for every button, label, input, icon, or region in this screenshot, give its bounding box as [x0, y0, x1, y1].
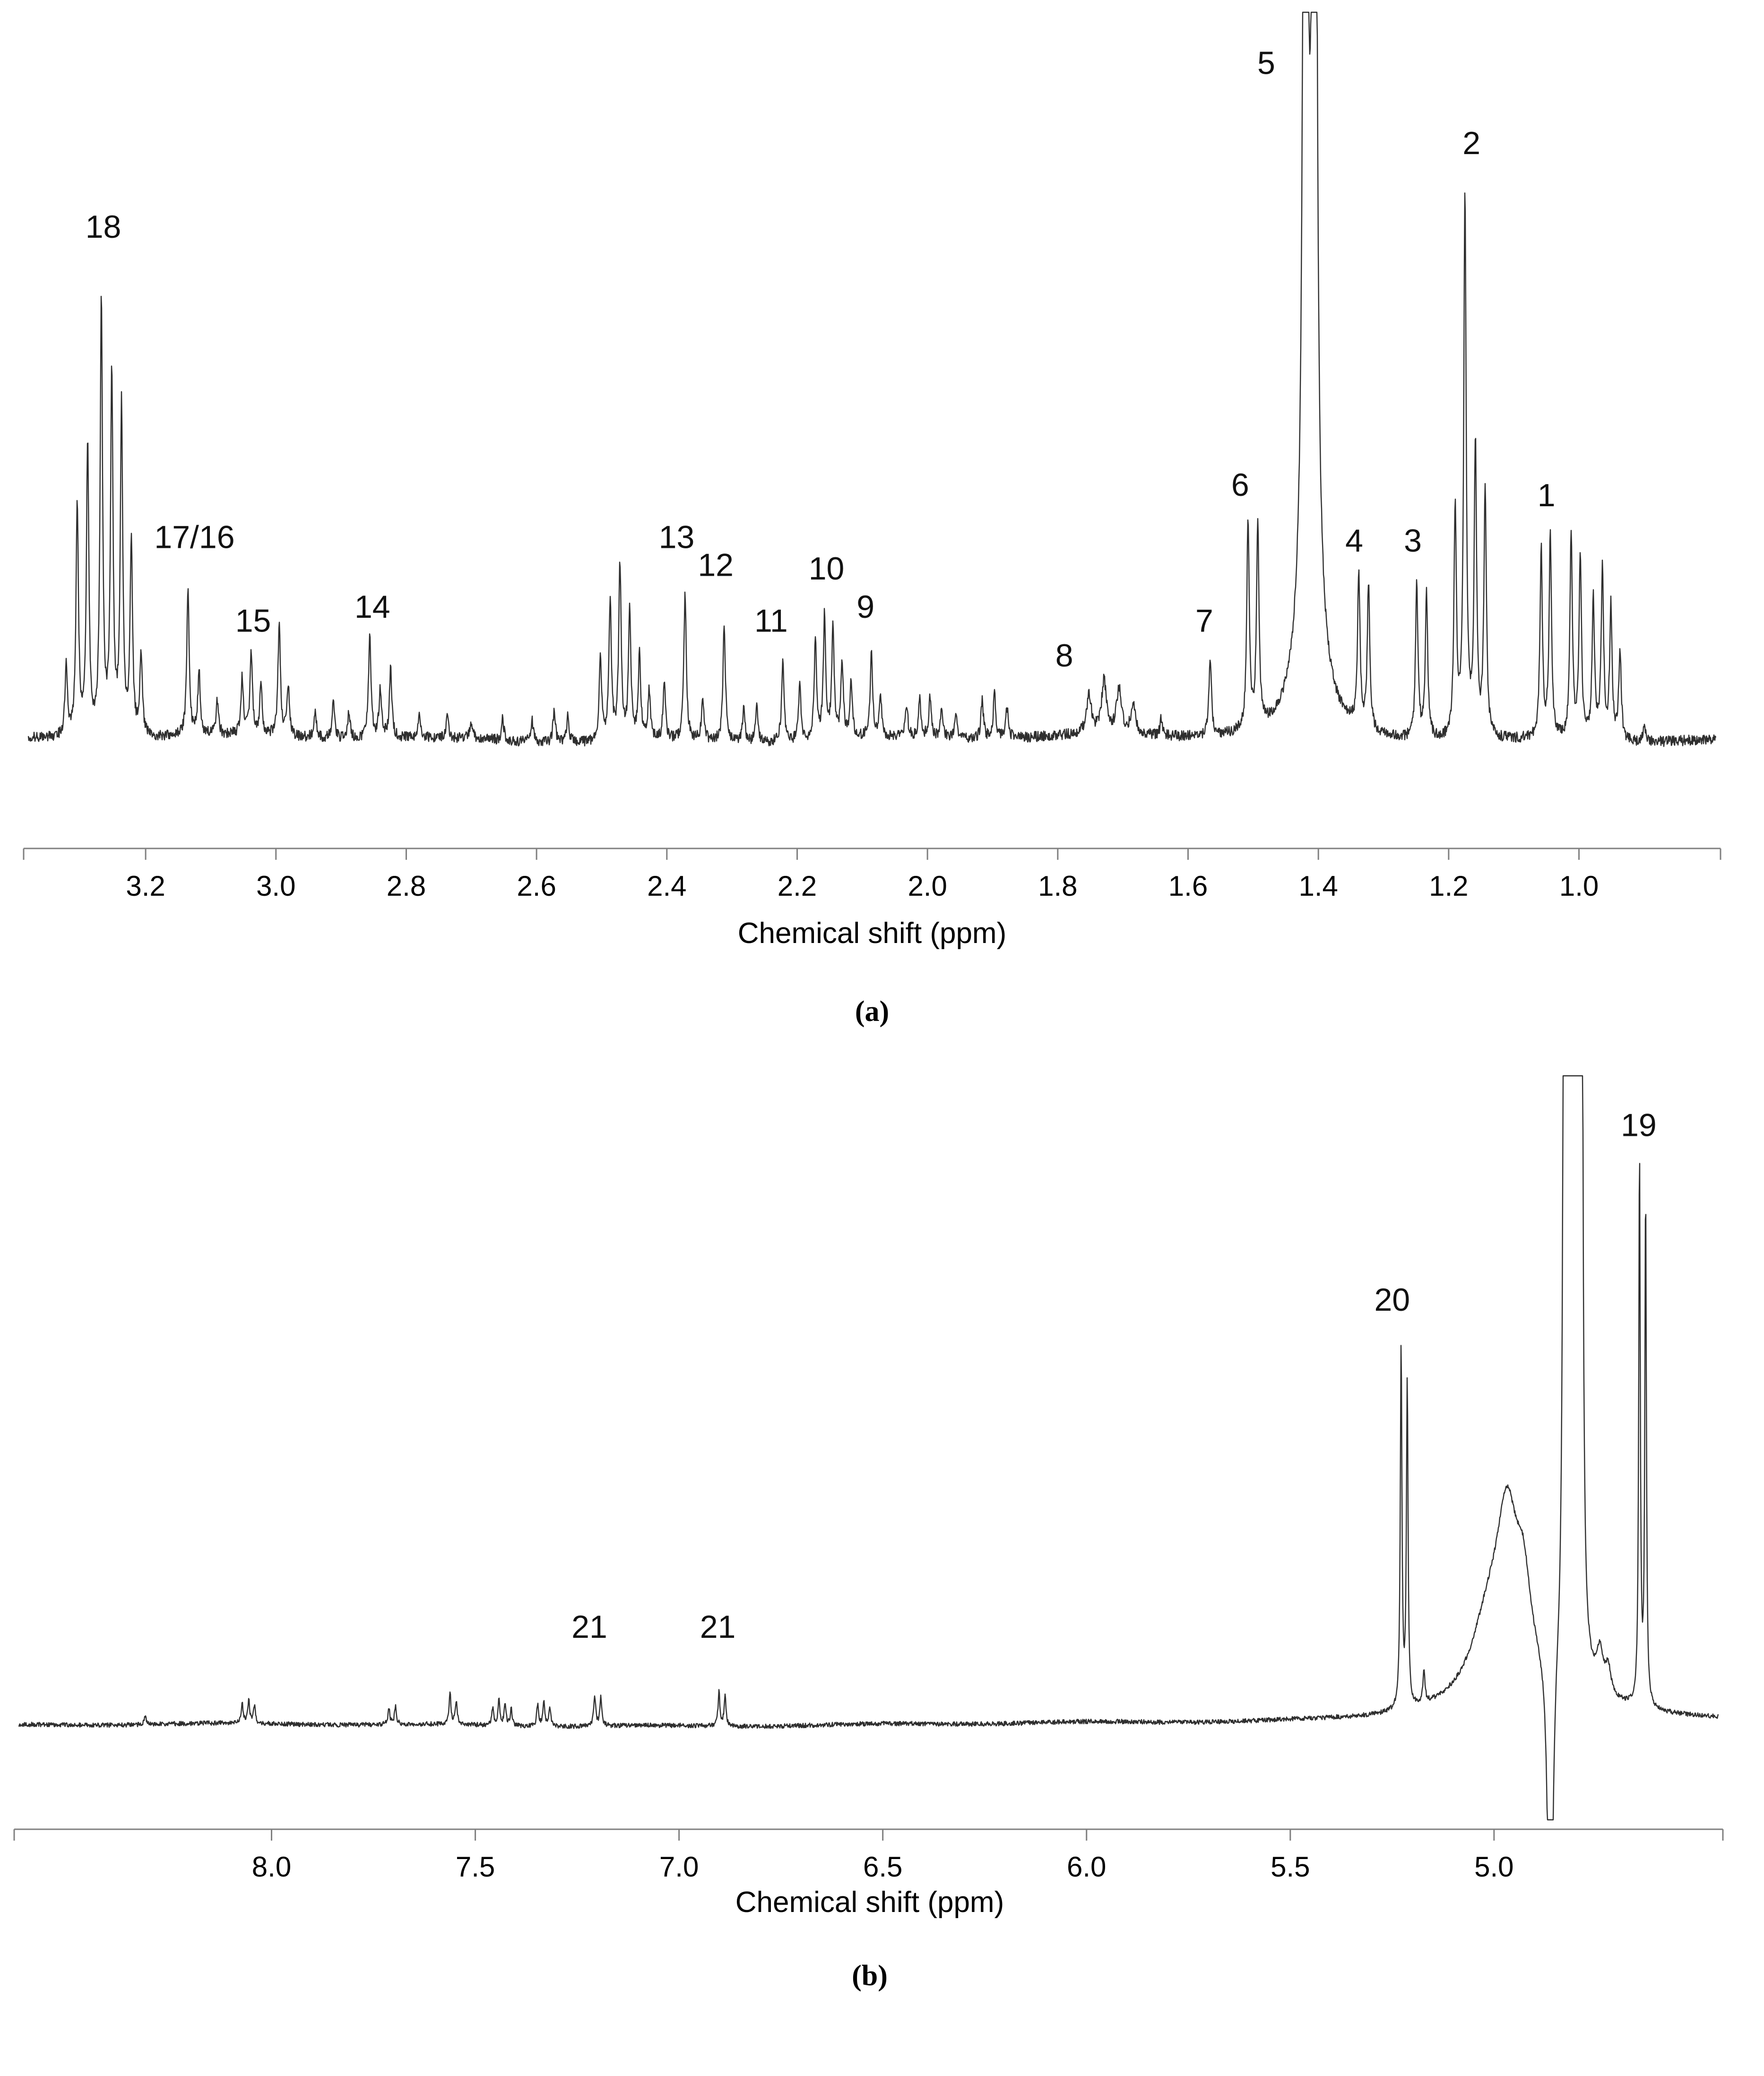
- x-tick-label: 2.6: [517, 870, 556, 902]
- peak-label-19: 19: [1621, 1107, 1657, 1143]
- peak-label-9: 9: [856, 589, 874, 625]
- peak-label-15: 15: [235, 603, 271, 639]
- peak-label-21: 21: [571, 1609, 607, 1645]
- x-tick-label: 1.2: [1429, 870, 1468, 902]
- peak-label-17-16: 17/16: [154, 519, 234, 555]
- panel-b-chart: 8.0 7.5 7.0 6.5 6.0 5.5 5.0 19 20 21 21 Chemical s…: [13, 1075, 1724, 1992]
- x-tick-label: 2.4: [647, 870, 686, 902]
- x-tick-label: 3.2: [126, 870, 165, 902]
- peak-label-5: 5: [1257, 45, 1275, 81]
- x-tick-label: 8.0: [252, 1851, 291, 1883]
- x-tick-label: 2.0: [908, 870, 947, 902]
- peak-label-20: 20: [1374, 1282, 1410, 1318]
- peak-label-2: 2: [1462, 125, 1480, 161]
- x-tick-label: 2.8: [387, 870, 426, 902]
- x-tick-label: 1.0: [1559, 870, 1599, 902]
- x-tick-label: 7.5: [456, 1851, 495, 1883]
- peak-label-13: 13: [659, 519, 695, 555]
- peak-label-6: 6: [1231, 467, 1249, 503]
- peak-label-12: 12: [698, 547, 734, 583]
- spectrum-trace-a: [27, 11, 1717, 747]
- peak-label-10: 10: [809, 551, 845, 587]
- panel-caption-b: (b): [852, 1960, 888, 1992]
- x-tick-label: 2.2: [778, 870, 817, 902]
- peak-label-3: 3: [1404, 523, 1422, 559]
- peak-label-8: 8: [1055, 638, 1073, 674]
- x-axis-title-a: Chemical shift (ppm): [738, 917, 1006, 950]
- x-tick-label: 6.5: [863, 1851, 902, 1883]
- peak-label-18: 18: [86, 209, 121, 245]
- x-tick-label: 1.8: [1038, 870, 1077, 902]
- x-tick-label: 3.0: [256, 870, 295, 902]
- x-axis-title-b: Chemical shift (ppm): [735, 1886, 1004, 1919]
- peak-label-7: 7: [1195, 603, 1213, 639]
- x-tick-label: 5.5: [1271, 1851, 1310, 1883]
- peak-label-11: 11: [754, 603, 788, 639]
- panel-a-chart: 3.2 3.0 2.8 2.6 2.4 2.2 2.0 1.8 1.6 1.4 1.2 1.01817…: [23, 11, 1721, 1028]
- peak-label-21: 21: [700, 1609, 736, 1645]
- spectrum-trace-b: [18, 1075, 1719, 1821]
- panel-b-dynamic-content: 8.0 7.5 7.0 6.5 6.0 5.5 5.0 19 20 21 21: [13, 1075, 1724, 1883]
- x-tick-label: 1.6: [1168, 870, 1208, 902]
- peak-label-4: 4: [1345, 523, 1363, 559]
- panel-a-dynamic-content: 3.2 3.0 2.8 2.6 2.4 2.2 2.0 1.8 1.6 1.4 1.2 1.01817…: [23, 11, 1721, 902]
- x-tick-label: 1.4: [1298, 870, 1338, 902]
- panel-caption-a: (a): [855, 995, 889, 1028]
- x-tick-label: 5.0: [1474, 1851, 1513, 1883]
- peak-label-14: 14: [355, 589, 390, 625]
- x-tick-label: 7.0: [659, 1851, 699, 1883]
- peak-label-1: 1: [1538, 477, 1556, 513]
- x-tick-label: 6.0: [1067, 1851, 1106, 1883]
